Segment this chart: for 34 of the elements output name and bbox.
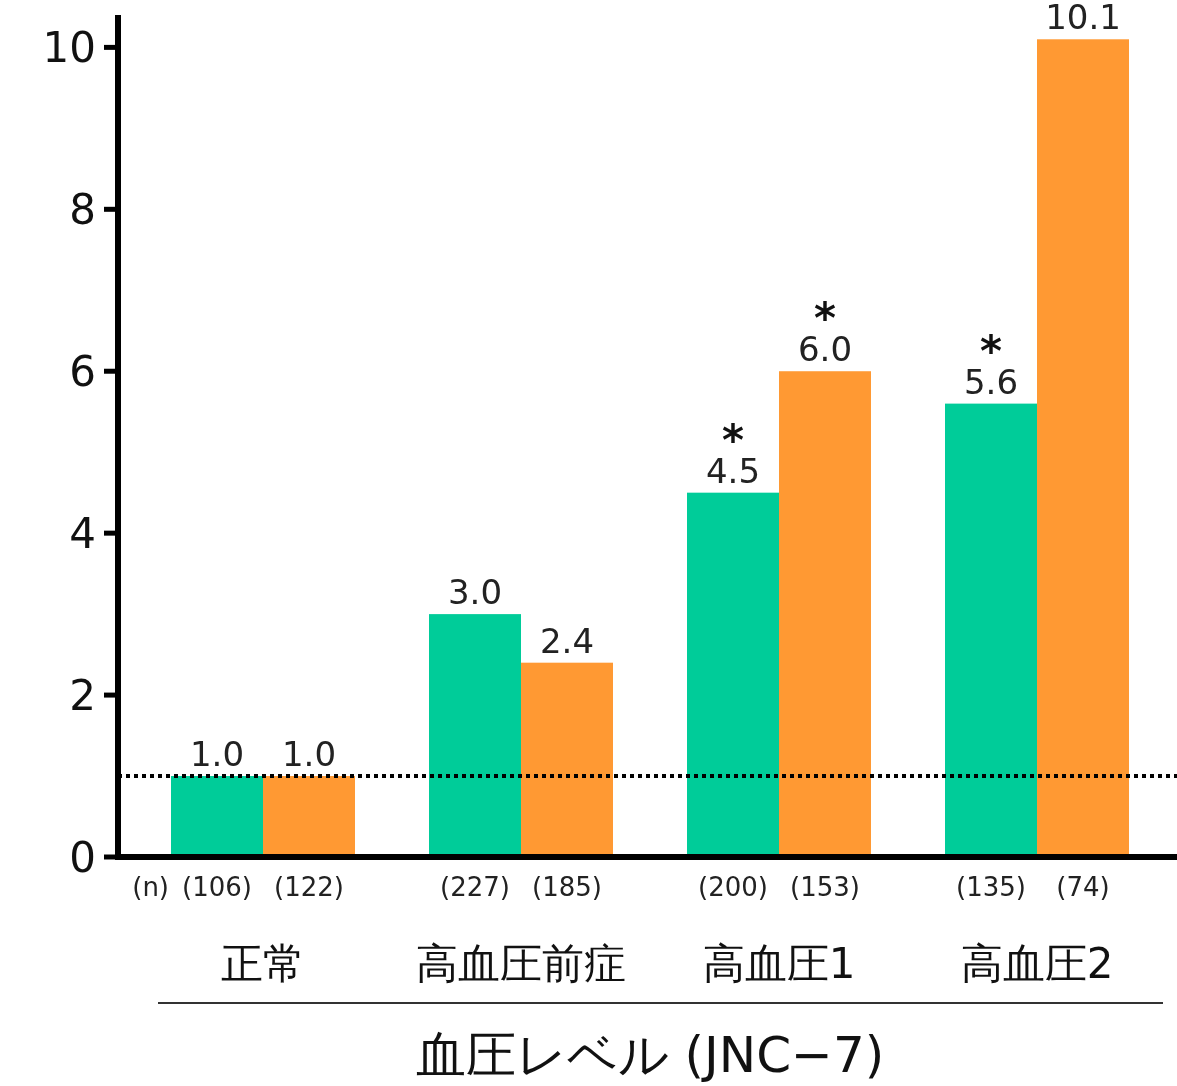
text: (74) — [1056, 872, 1110, 902]
text: (200) — [698, 872, 768, 902]
y-tick-label: 0 — [69, 832, 96, 882]
data-label: 4.5 — [705, 450, 761, 491]
y-tick-label: 10 — [42, 22, 96, 72]
x-tick-label: 正常 — [221, 939, 305, 988]
data-label: 1.0 — [281, 734, 337, 775]
bar — [779, 371, 871, 857]
bar — [521, 662, 613, 857]
text: (122) — [274, 872, 344, 902]
text: (227) — [440, 872, 510, 902]
bar — [1037, 39, 1129, 857]
data-label: 10.1 — [1045, 0, 1121, 38]
x-tick-label: 高血圧1 — [702, 939, 856, 988]
x-tick-label: 高血圧2 — [960, 939, 1114, 988]
data-label: 1.0 — [189, 734, 245, 775]
y-tick-label: 6 — [69, 346, 96, 396]
y-tick-label: 2 — [69, 670, 96, 720]
bar — [171, 776, 263, 857]
bar — [687, 492, 779, 857]
text: (135) — [956, 872, 1026, 902]
bar — [263, 776, 355, 857]
bar — [945, 403, 1037, 857]
x-tick-label: 高血圧前症 — [416, 939, 626, 988]
data-label: 3.0 — [447, 572, 503, 613]
y-tick-label: 4 — [69, 508, 96, 558]
bar — [429, 614, 521, 857]
text: (106) — [182, 872, 252, 902]
x-axis-title: 血圧レベル (JNC−7) — [415, 1026, 885, 1084]
text: (153) — [790, 872, 860, 902]
text: (185) — [532, 872, 602, 902]
y-tick-label: 8 — [69, 184, 96, 234]
data-label: 2.4 — [539, 620, 595, 661]
text: (n) — [132, 872, 169, 902]
